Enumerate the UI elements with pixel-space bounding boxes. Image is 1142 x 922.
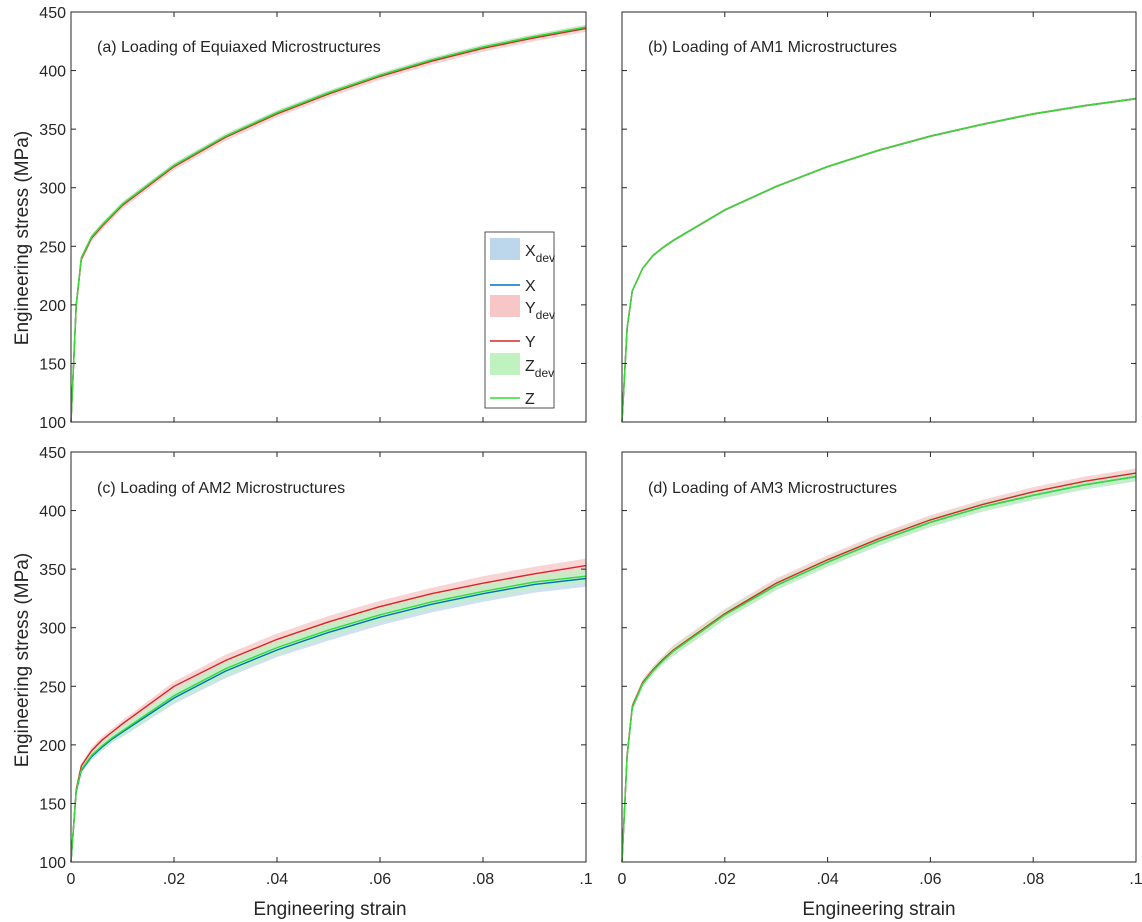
- x-tick-label: 0: [67, 871, 76, 888]
- y-tick-label: 450: [39, 5, 66, 22]
- panel-b-ticks: [621, 11, 1137, 423]
- legend-label: Ydev: [525, 300, 555, 322]
- x-tick-label: .06: [369, 871, 391, 888]
- panel-c-title: (c) Loading of AM2 Microstructures: [97, 480, 345, 497]
- y-tick-label: 100: [39, 415, 66, 432]
- legend: Xdev X Ydev Y Zdev Z: [484, 231, 555, 409]
- legend-box: [484, 231, 555, 409]
- series-line-y: [621, 472, 1137, 863]
- legend-item-ydev: Ydev: [490, 295, 555, 322]
- y-tick-label: 400: [39, 504, 66, 521]
- band-z-dev: [71, 569, 586, 864]
- legend-label: X: [525, 278, 536, 295]
- panel-d-frame: [621, 451, 1137, 863]
- legend-item-xdev: Xdev: [490, 238, 555, 265]
- x-tick-label: .1: [1129, 871, 1142, 888]
- y-tick-label: 450: [39, 445, 66, 462]
- band-y-dev: [622, 468, 1136, 865]
- panel-a-lines: [70, 26, 587, 423]
- y-tick-label: 200: [39, 298, 66, 315]
- panel-b-bands: [622, 97, 1136, 424]
- panel-c: 100 150 200 250 300 350 400 450 0 .02 .04 .06 .08 .1…: [12, 445, 593, 920]
- panel-c-y-axis-label: Engineering stress (MPa): [12, 553, 33, 767]
- x-tick-label: .02: [163, 871, 185, 888]
- legend-label: Xdev: [525, 243, 555, 265]
- y-tick-label: 400: [39, 64, 66, 81]
- panel-a: 100 150 200 250 300 350 400 450 (a) Loading of …: [12, 5, 587, 432]
- y-tick-label: 250: [39, 679, 66, 696]
- legend-swatch-band: [490, 295, 520, 317]
- panel-d-bands: [622, 468, 1136, 865]
- y-tick-label: 300: [39, 181, 66, 198]
- panel-d-lines: [621, 472, 1137, 863]
- x-tick-label: .08: [472, 871, 494, 888]
- legend-label: Z: [525, 391, 535, 408]
- band-z-dev: [622, 97, 1136, 424]
- panel-c-x-axis-label: Engineering strain: [253, 899, 406, 920]
- band-y-dev: [622, 97, 1136, 424]
- x-tick-label: .08: [1022, 871, 1044, 888]
- y-tick-label: 300: [39, 621, 66, 638]
- y-tick-label: 200: [39, 738, 66, 755]
- x-tick-label: 0: [618, 871, 627, 888]
- y-tick-label: 100: [39, 855, 66, 872]
- panel-c-lines: [70, 564, 587, 863]
- series-line-z: [621, 98, 1137, 423]
- band-x-dev: [622, 97, 1136, 424]
- series-line-z: [621, 475, 1137, 863]
- x-tick-label: .04: [266, 871, 288, 888]
- panel-d-title: (d) Loading of AM3 Microstructures: [648, 480, 897, 497]
- x-tick-label: .06: [919, 871, 941, 888]
- panel-a-y-tick-labels: 100 150 200 250 300 350 400 450: [39, 5, 66, 432]
- band-y-dev: [71, 558, 586, 864]
- legend-label: Y: [525, 334, 536, 351]
- panel-c-x-tick-labels: 0 .02 .04 .06 .08 .1: [67, 871, 593, 888]
- y-tick-label: 150: [39, 356, 66, 373]
- panel-c-y-tick-labels: 100 150 200 250 300 350 400 450: [39, 445, 66, 872]
- series-line-x: [621, 98, 1137, 423]
- series-line-y: [621, 98, 1137, 423]
- x-tick-label: .1: [579, 871, 592, 888]
- x-tick-label: .02: [714, 871, 736, 888]
- panel-b-frame: [621, 11, 1137, 423]
- panel-b: (b) Loading of AM1 Microstructures: [621, 11, 1137, 424]
- y-tick-label: 250: [39, 239, 66, 256]
- band-z-dev: [622, 471, 1136, 865]
- series-line-z: [70, 26, 587, 423]
- legend-item-z: Z: [490, 391, 535, 408]
- panel-b-lines: [621, 98, 1137, 423]
- legend-item-zdev: Zdev: [490, 353, 554, 380]
- panel-a-y-axis-label: Engineering stress (MPa): [12, 131, 33, 345]
- panel-d-x-axis-label: Engineering strain: [802, 899, 955, 920]
- x-tick-label: .04: [816, 871, 838, 888]
- y-tick-label: 350: [39, 562, 66, 579]
- panel-c-bands: [71, 558, 586, 864]
- band-x-dev: [622, 471, 1136, 865]
- y-tick-label: 350: [39, 122, 66, 139]
- panel-b-title: (b) Loading of AM1 Microstructures: [648, 39, 897, 56]
- legend-swatch-band: [490, 238, 520, 260]
- panel-d-ticks: [621, 451, 1137, 863]
- legend-item-y: Y: [490, 334, 536, 351]
- legend-label: Zdev: [525, 358, 554, 380]
- y-tick-label: 150: [39, 796, 66, 813]
- legend-swatch-band: [490, 353, 520, 375]
- series-line-y: [70, 564, 587, 863]
- panel-a-title: (a) Loading of Equiaxed Microstructures: [97, 39, 381, 56]
- panel-c-ticks: [70, 451, 587, 863]
- legend-entries: Xdev X Ydev Y Zdev Z: [490, 238, 555, 408]
- legend-item-x: X: [490, 278, 536, 295]
- panel-a-frame: [70, 11, 587, 423]
- series-line-z: [70, 575, 587, 863]
- panel-d-x-tick-labels: 0 .02 .04 .06 .08 .1: [618, 871, 1142, 888]
- panel-a-ticks: [70, 11, 587, 423]
- panel-c-frame: [70, 451, 587, 863]
- panel-d: 0 .02 .04 .06 .08 .1 (d) Loading of AM3 Micro…: [618, 451, 1142, 920]
